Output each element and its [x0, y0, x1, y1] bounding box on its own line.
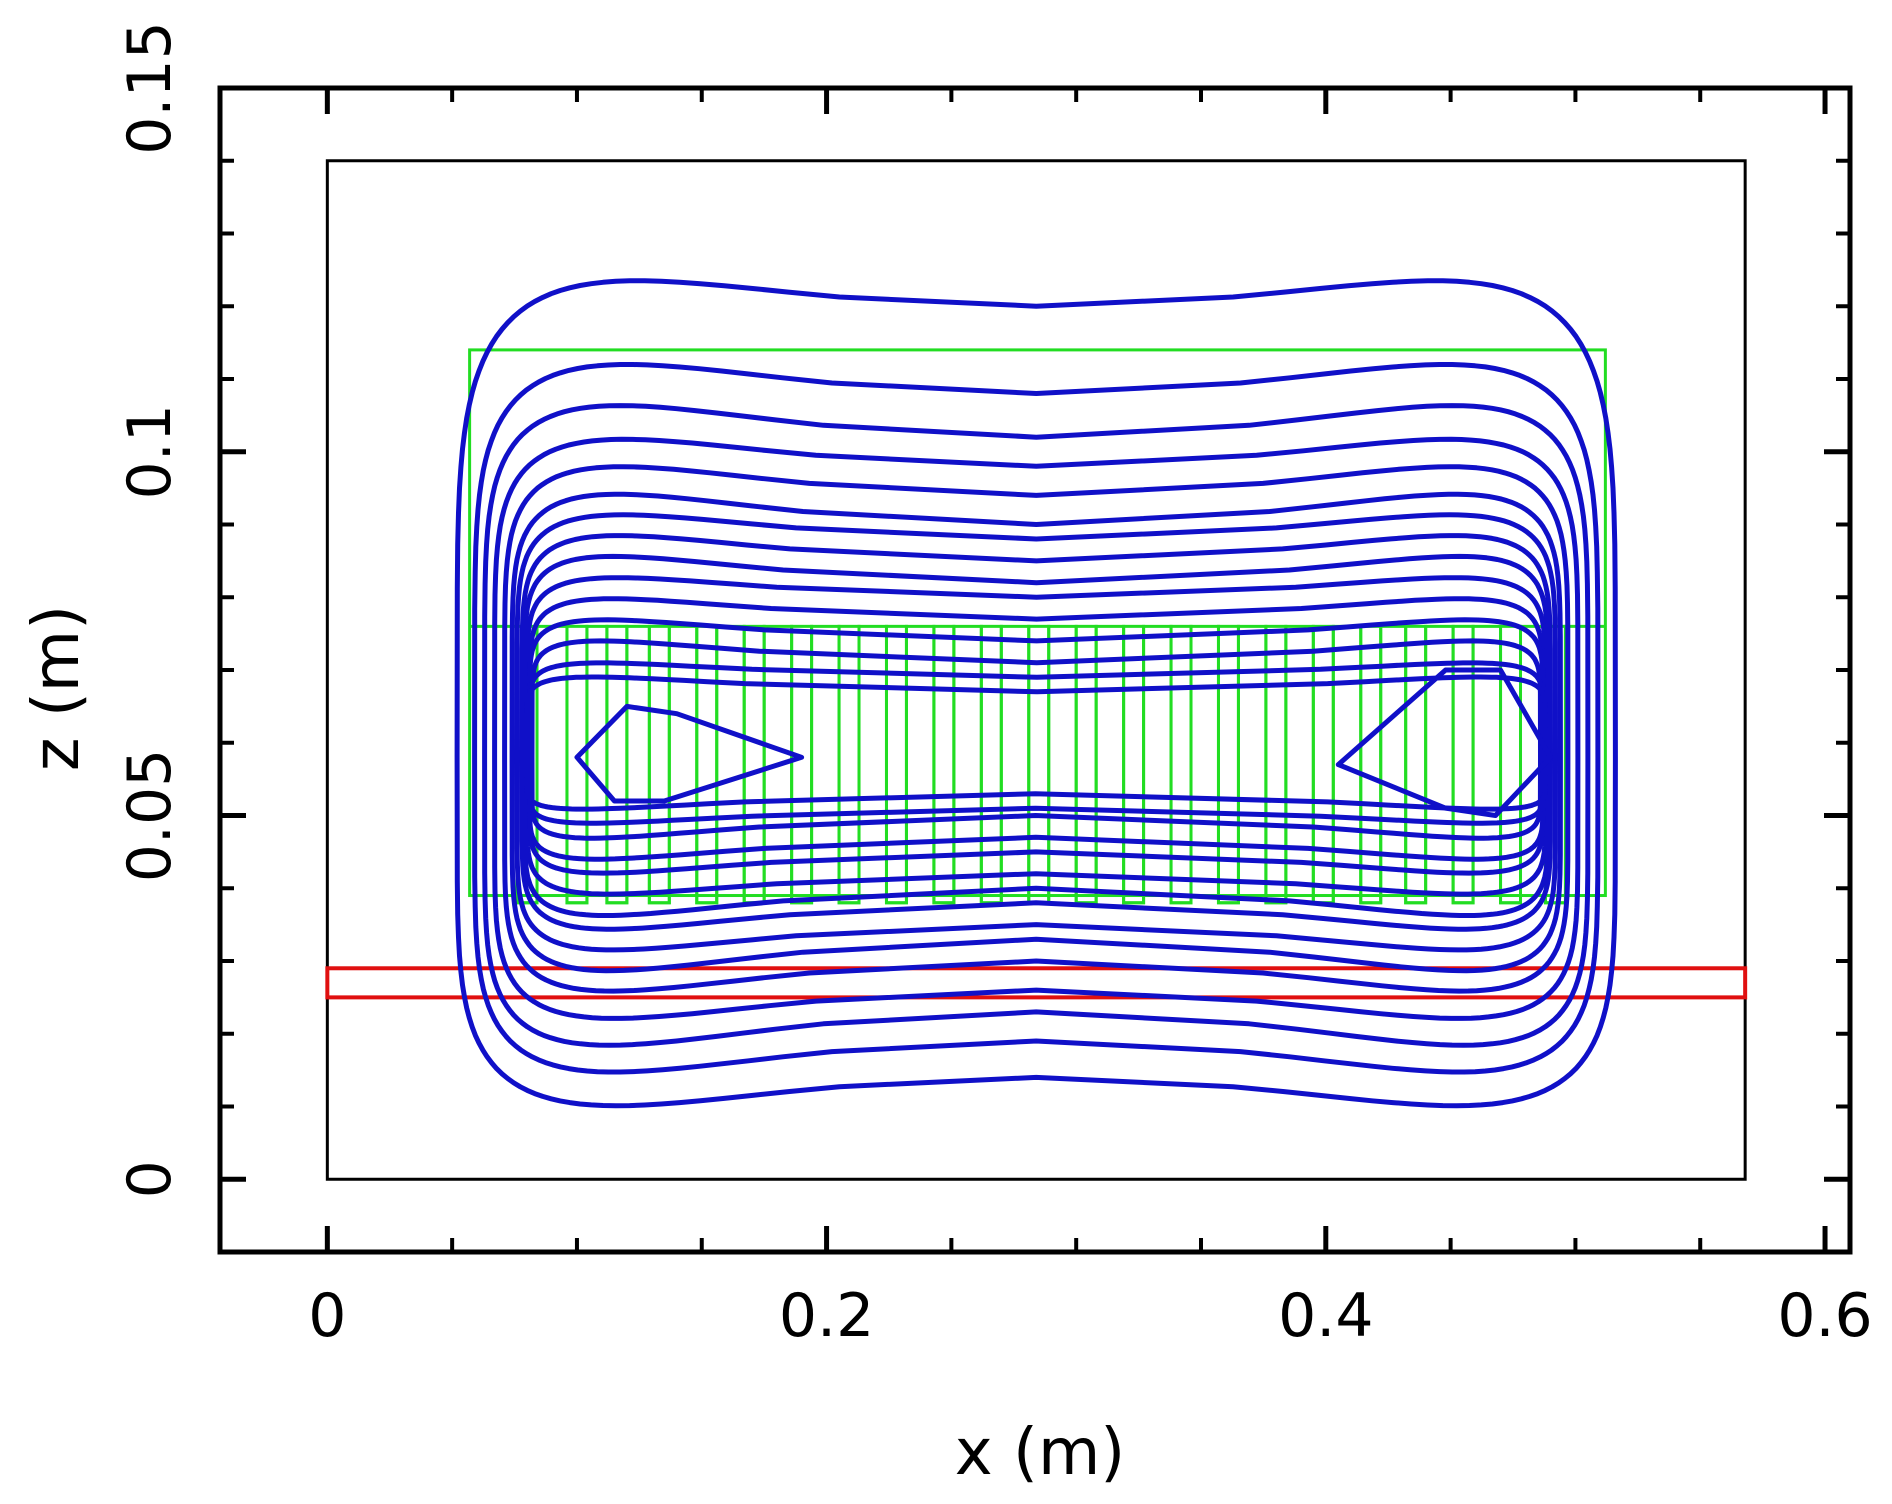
green-slot [790, 624, 814, 905]
contour-line-inner [1335, 667, 1553, 818]
y-tick-label: 0.1 [115, 404, 185, 499]
green-slot [979, 624, 1003, 905]
green-slot [647, 624, 671, 905]
green-slot [605, 624, 629, 905]
y-axis-label: z (m) [20, 605, 94, 771]
green-slot [1451, 624, 1475, 905]
axes: 0 0.2 0.4 0.6 0 0.05 0.1 0.15 [115, 21, 1873, 1351]
red-plate [325, 966, 1748, 1000]
green-slot [884, 624, 908, 905]
contour-line [519, 533, 1553, 932]
x-tick-label: 0 [308, 1281, 346, 1351]
green-slot [1027, 624, 1051, 905]
green-slot [1122, 624, 1146, 905]
green-slot [932, 624, 956, 905]
contour-line [492, 436, 1581, 1021]
y-tick-label: 0.05 [115, 749, 185, 883]
contour-line [522, 553, 1551, 918]
green-outline-box [468, 348, 1607, 898]
y-tick-label: 0.15 [115, 21, 185, 155]
green-slot [1169, 624, 1193, 905]
green-slot [565, 624, 589, 905]
green-slot [1264, 624, 1288, 905]
green-slot [837, 624, 861, 905]
y-tick-label: 0 [115, 1160, 185, 1198]
contour-line [454, 278, 1618, 1109]
plot-area [325, 159, 1748, 1181]
domain-box [325, 159, 1747, 1181]
contour-line [514, 512, 1558, 953]
contour-line [509, 491, 1563, 974]
x-tick-label: 0.6 [1777, 1281, 1872, 1351]
x-axis-label: x (m) [955, 1416, 1126, 1490]
x-tick-label: 0.4 [1278, 1281, 1373, 1351]
contour-line [472, 362, 1601, 1075]
contour-line [527, 617, 1546, 862]
contour-line [524, 674, 1548, 812]
contour-line-inner [574, 703, 805, 804]
green-slot [1074, 624, 1098, 905]
green-comb [469, 624, 1606, 905]
contour-line [482, 403, 1591, 1048]
x-tick-label: 0.2 [779, 1281, 874, 1351]
contour-line [502, 464, 1571, 994]
contour-line [527, 660, 1546, 826]
green-slot [1216, 624, 1240, 905]
green-slot [1404, 624, 1428, 905]
